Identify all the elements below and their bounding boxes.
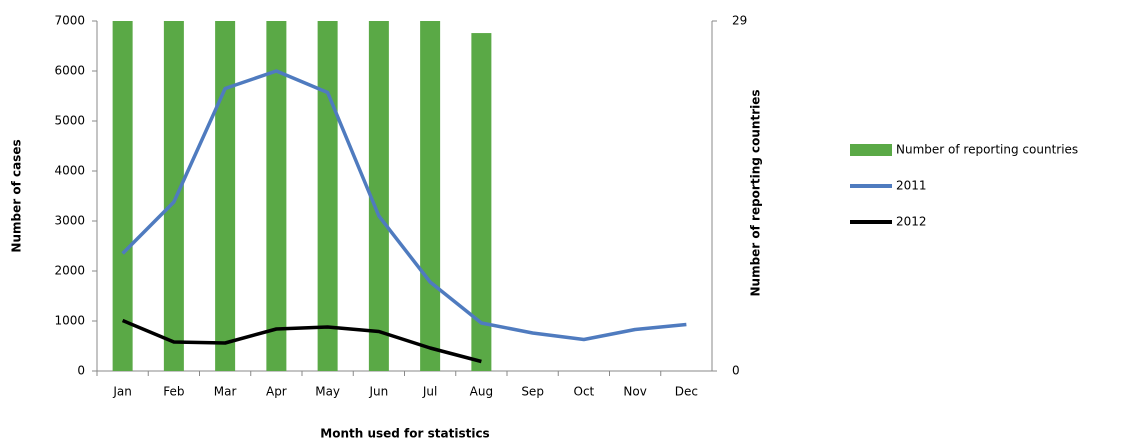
x-tick-label: Jul [422, 385, 437, 399]
x-tick-label: Apr [266, 385, 287, 399]
legend-label: 2012 [896, 215, 927, 229]
x-tick-label: May [315, 385, 340, 399]
x-tick-label: Mar [214, 385, 237, 399]
y-tick-label: 5000 [54, 114, 85, 128]
line [121, 69, 687, 342]
y-tick-label: 0 [77, 364, 85, 378]
x-tick-label: Dec [675, 385, 698, 399]
bar [471, 33, 492, 371]
y2-tick-label: 0 [732, 364, 740, 378]
bar [215, 21, 236, 371]
x-tick-label: Sep [521, 385, 544, 399]
y-tick-label: 6000 [54, 64, 85, 78]
x-tick-label: Feb [163, 385, 184, 399]
line [121, 318, 482, 364]
x-tick-label: Oct [574, 385, 595, 399]
legend-swatch [850, 144, 892, 156]
x-tick-label: Jan [112, 385, 132, 399]
bar [112, 21, 133, 371]
y2-axis-title: Number of reporting countries [749, 89, 763, 296]
y-axis-title: Number of cases [10, 139, 24, 252]
y-tick-label: 3000 [54, 214, 85, 228]
y-tick-label: 7000 [54, 14, 85, 28]
x-tick-label: Nov [623, 385, 646, 399]
x-tick-label: Jun [369, 385, 389, 399]
y-tick-label: 1000 [54, 314, 85, 328]
x-axis-title: Month used for statistics [320, 427, 489, 441]
bar [163, 21, 184, 371]
bar [266, 21, 287, 371]
legend-label: Number of reporting countries [896, 143, 1078, 157]
legend-label: 2011 [896, 179, 927, 193]
y-tick-label: 2000 [54, 264, 85, 278]
bar [368, 21, 389, 371]
y-tick-label: 4000 [54, 164, 85, 178]
bar [420, 21, 441, 371]
bar [317, 21, 338, 371]
y2-tick-label: 29 [732, 14, 747, 28]
x-tick-label: Aug [470, 385, 493, 399]
